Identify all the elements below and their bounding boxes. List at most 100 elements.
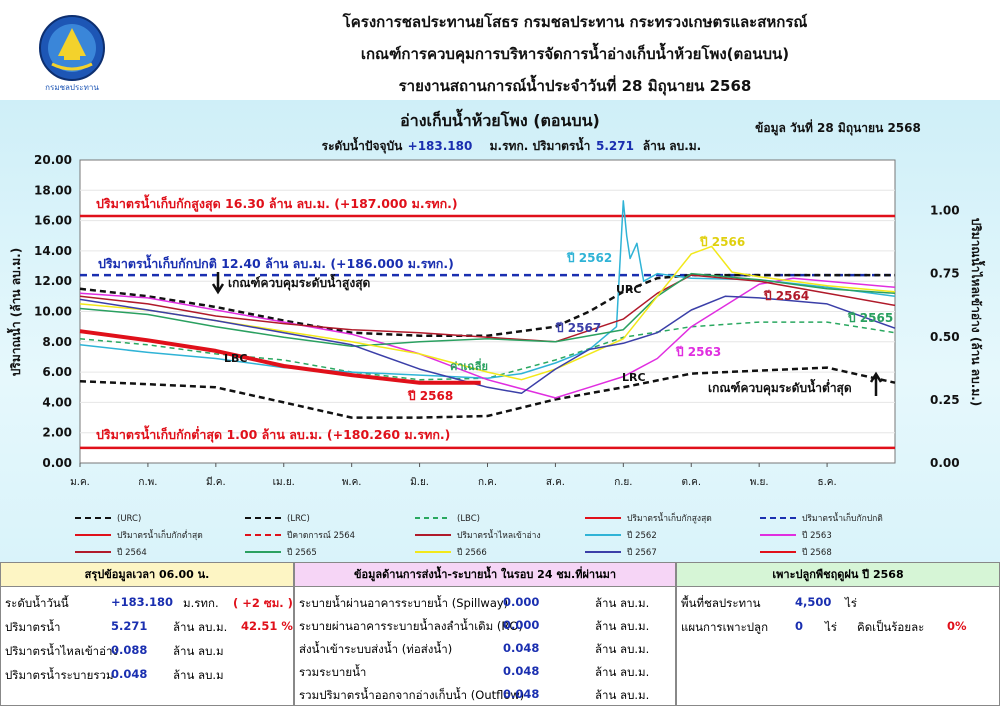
lower-rule-label: เกณฑ์ควบคุมระดับน้ำต่ำสุด bbox=[708, 378, 852, 396]
series-line-7 bbox=[79, 245, 896, 381]
volume-value: 5.271 bbox=[111, 619, 148, 633]
level-unit: ม.รทก. bbox=[183, 596, 219, 610]
x-tick-label: ก.พ. bbox=[138, 477, 157, 488]
chart-subtitle-part: ม.รทก. ปริมาตรน้ำ bbox=[490, 136, 591, 153]
label-2564: ปี 2564 bbox=[763, 289, 809, 303]
down-arrow-icon bbox=[211, 272, 225, 295]
y2-tick-label: 0.75 bbox=[930, 267, 960, 281]
label-2563: ปี 2563 bbox=[675, 345, 721, 359]
release-row-label: รวมปริมาตรน้ำออกจากอ่างเก็บน้ำ (Outflow) bbox=[299, 688, 525, 702]
y-tick-label: 4.00 bbox=[42, 395, 72, 409]
y-tick-label: 18.00 bbox=[34, 183, 72, 197]
y2-axis-label: ปริมาณน้ำไหลเข้าอ่าง (ล้าน ลบ.ม.) bbox=[969, 218, 986, 407]
report-header: กรมชลประทาน โครงการชลประทานยโสธร กรมชลปร… bbox=[0, 0, 1000, 100]
chart-subtitle-part: 5.271 bbox=[596, 139, 634, 153]
chart-title: อ่างเก็บน้ำห้วยโพง (ตอนบน) bbox=[400, 108, 600, 130]
y-tick-label: 2.00 bbox=[42, 426, 72, 440]
y2-tick-label: 1.00 bbox=[930, 204, 960, 218]
x-tick-label: ธ.ค. bbox=[818, 477, 837, 488]
y2-tick-label: 0.00 bbox=[930, 456, 960, 470]
chart-subtitle-part: ระดับน้ำปัจจุบัน bbox=[322, 136, 404, 154]
inflow-value: 0.088 bbox=[111, 643, 148, 657]
label-2566: ปี 2566 bbox=[699, 235, 745, 249]
x-tick-label: พ.ย. bbox=[750, 477, 769, 488]
legend-label: ปี 2568 bbox=[802, 547, 832, 558]
release-row-label: ระบายน้ำผ่านอาคารระบายน้ำ (Spillway) bbox=[299, 596, 509, 610]
summary-panel-release: ข้อมูลด้านการส่งน้ำ-ระบายน้ำ ในรอบ 24 ชม… bbox=[294, 562, 676, 706]
plan-percent-label: คิดเป็นร้อยละ bbox=[857, 620, 925, 634]
release-row-value: 0.048 bbox=[503, 664, 540, 678]
legend-label: ปี 2563 bbox=[802, 530, 832, 541]
legend-label: ปี 2567 bbox=[627, 547, 657, 558]
legend-label: ปี 2562 bbox=[627, 530, 657, 541]
volume-percent: 42.51 % bbox=[241, 619, 293, 633]
x-tick-label: ส.ค. bbox=[546, 477, 565, 488]
y-tick-label: 0.00 bbox=[42, 456, 72, 470]
series-line-9 bbox=[79, 329, 481, 385]
header-line-2: เกณฑ์การควบคุมการบริหารจัดการน้ำอ่างเก็บ… bbox=[360, 45, 790, 63]
release-row-value: 0.048 bbox=[503, 687, 540, 701]
y-tick-label: 14.00 bbox=[34, 244, 72, 258]
volume-unit: ล้าน ลบ.ม. bbox=[173, 620, 228, 634]
y-tick-label: 10.00 bbox=[34, 305, 72, 319]
y2-tick-label: 0.25 bbox=[930, 393, 960, 407]
release-row-unit: ล้าน ลบ.ม. bbox=[595, 596, 650, 610]
level-change: ( +2 ซม. ) bbox=[233, 596, 293, 610]
y-tick-label: 6.00 bbox=[42, 365, 72, 379]
legend-label: ปริมาตรน้ำเก็บกักสูงสุด bbox=[627, 512, 712, 524]
lrc-label: LRC bbox=[622, 371, 646, 384]
series-line-4 bbox=[79, 277, 896, 399]
max-storage-label: ปริมาตรน้ำเก็บกักสูงสุด 16.30 ล้าน ลบ.ม.… bbox=[96, 194, 458, 212]
legend-label: ปริมาตรน้ำเก็บกักต่ำสุด bbox=[117, 529, 203, 541]
summary-panel-status: สรุปข้อมูลเวลา 06.00 น. ระดับน้ำวันนี้ +… bbox=[0, 562, 294, 706]
y-tick-label: 8.00 bbox=[42, 335, 72, 349]
x-tick-label: เม.ย. bbox=[273, 477, 295, 488]
panel-title: สรุปข้อมูลเวลา 06.00 น. bbox=[1, 563, 293, 587]
release-row-unit: ล้าน ลบ.ม. bbox=[595, 665, 650, 679]
irrigated-area-value: 4,500 bbox=[795, 595, 832, 609]
plan-value: 0 bbox=[795, 619, 804, 633]
label-2565: ปี 2565 bbox=[847, 311, 893, 325]
x-tick-label: ต.ค. bbox=[681, 477, 701, 488]
release-row-unit: ล้าน ลบ.ม. bbox=[595, 688, 650, 702]
series-line-8 bbox=[79, 295, 896, 395]
data-date: ข้อมูล วันที่ 28 มิถุนายน 2568 bbox=[755, 119, 921, 136]
legend-label: (LRC) bbox=[287, 514, 310, 524]
level-value: +183.180 bbox=[111, 595, 174, 609]
average-label: ค่าเฉลี่ย bbox=[450, 358, 488, 373]
upper-rule-label: เกณฑ์ควบคุมระดับน้ำสูงสุด bbox=[228, 273, 371, 291]
x-tick-label: พ.ค. bbox=[342, 477, 362, 488]
inflow-unit: ล้าน ลบ.ม bbox=[173, 644, 224, 658]
release-row-value: 0.048 bbox=[503, 641, 540, 655]
y-tick-label: 12.00 bbox=[34, 274, 72, 288]
legend-label: ปีคาดการณ์ 2564 bbox=[287, 530, 356, 541]
x-tick-label: มิ.ย. bbox=[410, 477, 429, 488]
min-storage-label: ปริมาตรน้ำเก็บกักต่ำสุด 1.00 ล้าน ลบ.ม. … bbox=[96, 425, 450, 443]
panel-title: ข้อมูลด้านการส่งน้ำ-ระบายน้ำ ในรอบ 24 ชม… bbox=[295, 563, 675, 587]
chart-subtitle-part: ล้าน ลบ.ม. bbox=[643, 139, 701, 153]
outflow-label: ปริมาตรน้ำระบายรวม bbox=[5, 668, 114, 682]
legend-label: ปี 2565 bbox=[287, 547, 317, 558]
summary-panel-cultivation: เพาะปลูกพืชฤดูฝน ปี 2568 พื้นที่ชลประทาน… bbox=[676, 562, 1000, 706]
x-tick-label: ม.ค. bbox=[70, 477, 90, 488]
release-row-label: ส่งน้ำเข้าระบบส่งน้ำ (ท่อส่งน้ำ) bbox=[299, 642, 453, 656]
panel-title: เพาะปลูกพืชฤดูฝน ปี 2568 bbox=[677, 563, 999, 587]
legend-label: (LBC) bbox=[457, 514, 480, 524]
x-tick-label: มี.ค. bbox=[206, 476, 226, 488]
legend-label: ปี 2566 bbox=[457, 547, 487, 558]
label-2562: ปี 2562 bbox=[566, 251, 612, 265]
release-row-label: รวมระบายน้ำ bbox=[299, 665, 367, 679]
label-2567: ปี 2567 bbox=[555, 321, 601, 335]
outflow-value: 0.048 bbox=[111, 667, 148, 681]
irrigated-area-unit: ไร่ bbox=[845, 596, 857, 610]
release-row-unit: ล้าน ลบ.ม. bbox=[595, 642, 650, 656]
release-row-label: ระบายผ่านอาคารระบายน้ำลงลำน้ำเดิม (RO) bbox=[299, 619, 523, 633]
normal-storage-label: ปริมาตรน้ำเก็บกักปกติ 12.40 ล้าน ลบ.ม. (… bbox=[98, 254, 454, 271]
up-arrow-icon bbox=[869, 371, 883, 396]
legend-label: ปี 2564 bbox=[117, 547, 147, 558]
legend-label: ปริมาตรน้ำเก็บกักปกติ bbox=[802, 512, 883, 524]
lbc-label: LBC bbox=[224, 352, 247, 365]
level-label: ระดับน้ำวันนี้ bbox=[5, 596, 69, 610]
series-line-2 bbox=[79, 321, 896, 381]
legend-label: ปริมาตรน้ำไหลเข้าอ่าง bbox=[457, 529, 541, 541]
